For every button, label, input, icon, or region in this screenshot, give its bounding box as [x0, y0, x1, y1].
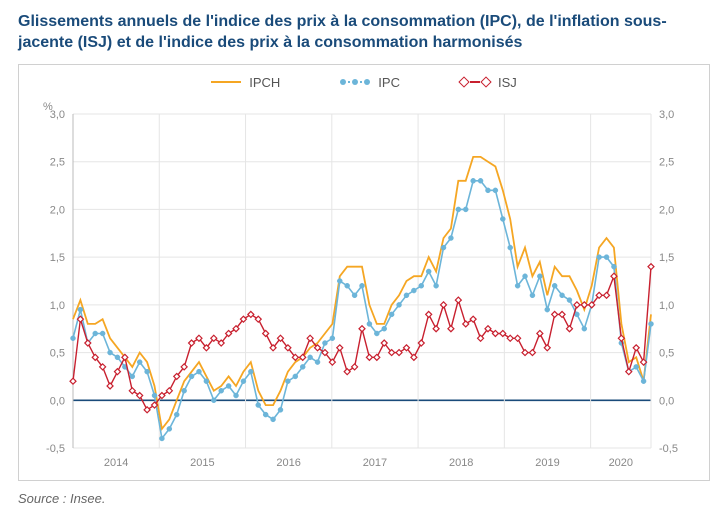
- chart-container: IPCH IPC ISJ %-0,5-0,50,00,00,50,51,01,0…: [18, 64, 710, 481]
- legend-swatch-isj: [460, 76, 490, 88]
- svg-text:1,5: 1,5: [50, 252, 65, 264]
- source-note: Source : Insee.: [18, 491, 710, 506]
- svg-text:2020: 2020: [609, 457, 633, 469]
- legend-label-isj: ISJ: [498, 75, 517, 90]
- svg-text:2018: 2018: [449, 457, 473, 469]
- svg-text:2,0: 2,0: [659, 204, 674, 216]
- svg-text:2015: 2015: [190, 457, 214, 469]
- legend-swatch-ipch: [211, 81, 241, 83]
- svg-text:-0,5: -0,5: [46, 443, 65, 455]
- svg-text:0,0: 0,0: [659, 395, 674, 407]
- legend-item-isj: ISJ: [460, 75, 517, 90]
- svg-text:2017: 2017: [363, 457, 387, 469]
- legend-item-ipc: IPC: [340, 75, 400, 90]
- svg-text:1,5: 1,5: [659, 252, 674, 264]
- legend-label-ipch: IPCH: [249, 75, 280, 90]
- svg-text:-0,5: -0,5: [659, 443, 678, 455]
- svg-text:3,0: 3,0: [659, 109, 674, 121]
- legend-label-ipc: IPC: [378, 75, 400, 90]
- svg-text:2014: 2014: [104, 457, 128, 469]
- svg-text:2,5: 2,5: [659, 156, 674, 168]
- svg-text:2019: 2019: [535, 457, 559, 469]
- legend-swatch-ipc: [340, 76, 370, 88]
- svg-text:1,0: 1,0: [659, 299, 674, 311]
- legend: IPCH IPC ISJ: [27, 75, 701, 90]
- svg-text:2,5: 2,5: [50, 156, 65, 168]
- svg-text:0,5: 0,5: [50, 347, 65, 359]
- svg-text:2,0: 2,0: [50, 204, 65, 216]
- svg-text:0,5: 0,5: [659, 347, 674, 359]
- legend-item-ipch: IPCH: [211, 75, 280, 90]
- chart-title: Glissements annuels de l'indice des prix…: [18, 12, 710, 54]
- svg-text:3,0: 3,0: [50, 109, 65, 121]
- svg-text:2016: 2016: [276, 457, 300, 469]
- svg-text:1,0: 1,0: [50, 299, 65, 311]
- svg-text:0,0: 0,0: [50, 395, 65, 407]
- chart-plot: %-0,5-0,50,00,00,50,51,01,01,51,52,02,02…: [27, 96, 697, 476]
